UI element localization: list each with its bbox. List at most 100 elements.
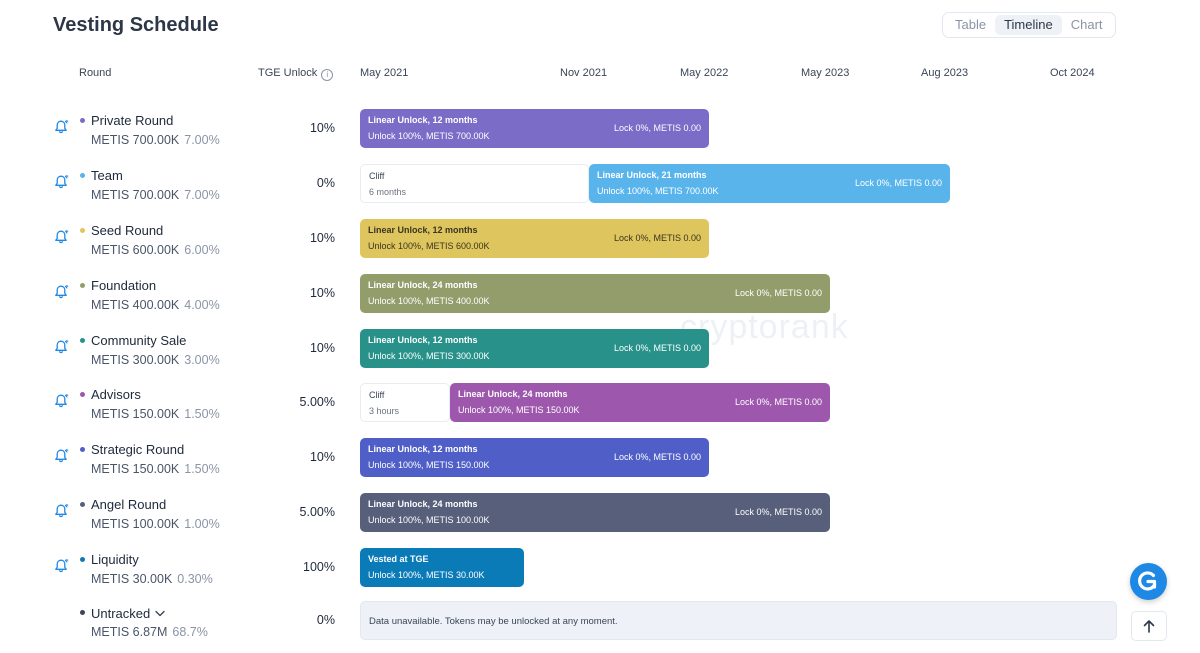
round-color-dot [80,502,85,507]
round-color-dot [80,338,85,343]
unlock-label: Linear Unlock, 24 months [368,499,478,509]
tge-header-label: TGE Unlock [258,67,318,79]
unlock-bar[interactable]: Linear Unlock, 12 months Unlock 100%, MET… [360,438,709,477]
unlock-label: Linear Unlock, 12 months [368,225,478,235]
amount-percent: 1.00% [184,517,220,531]
cryptorank-logo-icon [1138,571,1157,591]
notify-bell-icon[interactable] [53,229,69,245]
notify-bell-icon[interactable] [53,174,69,190]
tab-chart[interactable]: Chart [1070,17,1103,32]
round-name: Strategic Round [91,442,184,457]
date-header: May 2021 [360,67,409,79]
round-color-dot [80,557,85,562]
notify-bell-icon[interactable] [53,503,69,519]
amount-value: METIS 600.00K [91,243,180,257]
unlock-label: Linear Unlock, 12 months [368,444,478,454]
amount-value: METIS 150.00K [91,462,180,476]
round-amount: METIS 150.00K 1.50% [91,407,220,421]
round-name: Private Round [91,113,173,128]
tge-unlock-value: 10% [309,450,335,464]
notify-bell-icon[interactable] [53,119,69,135]
amount-percent: 0.30% [177,572,213,586]
tge-unlock-value: 10% [309,286,335,300]
amount-value: METIS 100.00K [91,517,180,531]
lock-info: Lock 0%, METIS 0.00 [734,288,822,298]
round-name-text: Foundation [91,278,157,293]
amount-percent: 7.00% [184,133,220,147]
notify-bell-icon[interactable] [53,393,69,409]
amount-value: METIS 6.87M [91,625,168,639]
amount-value: METIS 700.00K [91,133,180,147]
info-icon[interactable]: i [321,69,334,81]
notify-bell-icon[interactable] [53,339,69,355]
unlock-label: Linear Unlock, 12 months [368,335,478,345]
cliff-segment[interactable]: Cliff 3 hours [360,383,450,422]
cliff-label: Cliff [369,390,385,400]
cliff-duration: 6 months [369,187,407,197]
unlock-bar[interactable]: Linear Unlock, 12 months Unlock 100%, MET… [360,329,709,368]
unlock-amount: Unlock 100%, METIS 30.00K [368,570,485,580]
round-name: Liquidity [91,552,139,567]
unlock-amount: Unlock 100%, METIS 100.00K [368,515,490,525]
amount-percent: 1.50% [184,462,220,476]
unlock-amount: Unlock 100%, METIS 400.00K [368,296,490,306]
view-toggle: Table Timeline Chart [942,12,1116,38]
cliff-segment[interactable]: Cliff 6 months [360,164,589,203]
unlock-amount: Unlock 100%, METIS 150.00K [368,460,490,470]
scroll-to-top-button[interactable] [1131,611,1167,641]
date-header: Aug 2023 [921,67,969,79]
chevron-down-icon[interactable] [155,605,165,620]
amount-value: METIS 300.00K [91,353,180,367]
amount-percent: 68.7% [172,625,208,639]
notify-bell-icon[interactable] [53,448,69,464]
tge-unlock-value: 0% [316,613,335,627]
amount-value: METIS 700.00K [91,188,180,202]
tge-unlock-value: 5.00% [299,505,335,519]
tge-unlock-value: 0% [316,176,335,190]
round-name-text: Seed Round [91,223,164,238]
round-name-text: Strategic Round [91,442,185,457]
cryptorank-button[interactable] [1130,563,1167,600]
notify-bell-icon[interactable] [53,284,69,300]
date-header: May 2023 [801,67,850,79]
tge-unlock-value: 5.00% [299,395,335,409]
unlock-bar[interactable]: Linear Unlock, 24 months Unlock 100%, MET… [450,383,830,422]
round-name: Angel Round [91,497,166,512]
cliff-label: Cliff [369,171,385,181]
lock-info: Lock 0%, METIS 0.00 [734,507,822,517]
unlock-amount: Unlock 100%, METIS 150.00K [458,405,580,415]
unlock-amount: Unlock 100%, METIS 600.00K [368,241,490,251]
unlock-bar[interactable]: Linear Unlock, 21 months Unlock 100%, MET… [589,164,950,203]
amount-value: METIS 400.00K [91,298,180,312]
unlock-bar[interactable]: Linear Unlock, 12 months Unlock 100%, MET… [360,109,709,148]
round-amount: METIS 100.00K 1.00% [91,517,220,531]
round-name-text: Team [91,168,123,183]
unlock-bar[interactable]: Linear Unlock, 24 months Unlock 100%, MET… [360,274,830,313]
amount-percent: 1.50% [184,407,220,421]
tab-table[interactable]: Table [955,17,987,32]
unlock-bar[interactable]: Linear Unlock, 12 months Unlock 100%, MET… [360,219,709,258]
lock-info: Lock 0%, METIS 0.00 [734,397,822,407]
round-color-dot [80,447,85,452]
date-header: Oct 2024 [1050,67,1095,79]
unlock-label: Vested at TGE [368,554,429,564]
lock-info: Lock 0%, METIS 0.00 [613,123,701,133]
round-name[interactable]: Untracked [91,605,165,621]
amount-value: METIS 150.00K [91,407,180,421]
round-amount: METIS 300.00K 3.00% [91,353,220,367]
unlock-bar[interactable]: Vested at TGE Unlock 100%, METIS 30.00K [360,548,524,587]
unlock-bar[interactable]: Linear Unlock, 24 months Unlock 100%, MET… [360,493,830,532]
unlock-label: Linear Unlock, 12 months [368,115,478,125]
round-name: Team [91,168,123,183]
amount-percent: 4.00% [184,298,220,312]
untracked-unavailable-bar: Data unavailable. Tokens may be unlocked… [360,601,1117,640]
notify-bell-icon[interactable] [53,558,69,574]
tab-timeline[interactable]: Timeline [995,15,1062,35]
round-amount: METIS 30.00K 0.30% [91,572,213,586]
unlock-label: Linear Unlock, 21 months [597,170,707,180]
round-name: Community Sale [91,333,186,348]
round-name: Seed Round [91,223,163,238]
round-color-dot [80,228,85,233]
round-column-header: Round [79,67,112,79]
round-name-text: Advisors [91,387,141,402]
